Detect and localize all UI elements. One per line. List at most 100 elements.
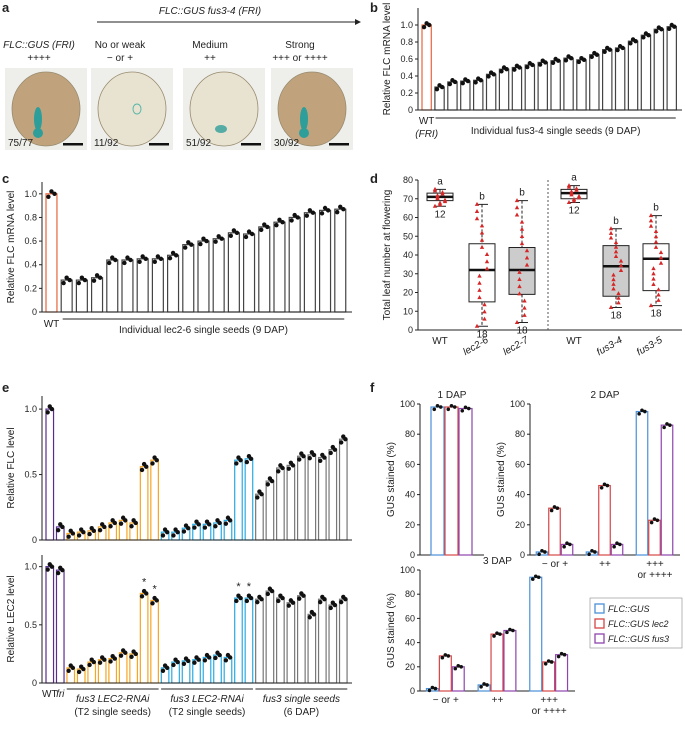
replicate-dot (81, 529, 86, 535)
replicate-dot (446, 654, 451, 658)
bar (303, 212, 316, 313)
replicate-dot (259, 597, 264, 602)
y-tick-label: 20 (405, 520, 415, 530)
y-tick-label: 0 (410, 550, 415, 560)
replicate-dot (641, 35, 646, 40)
y-tick-label: 0 (32, 678, 37, 688)
replicate-dot (213, 239, 218, 244)
data-point (656, 297, 661, 302)
data-point (608, 305, 614, 309)
replicate-dot (594, 52, 600, 57)
data-point (479, 223, 485, 228)
bar (317, 456, 327, 541)
replicate-dot (216, 234, 221, 239)
seed-title: Medium (192, 40, 228, 51)
replicate-dot (107, 260, 112, 266)
data-point (514, 205, 520, 210)
replicate-dot (143, 256, 148, 262)
replicate-dot (238, 457, 243, 463)
data-point (477, 287, 482, 292)
wt-label: WT (44, 319, 60, 330)
replicate-dot (262, 222, 267, 227)
data-point (519, 233, 525, 238)
replicate-dot (227, 655, 233, 660)
replicate-dot (430, 685, 435, 690)
y-tick-label: 0 (32, 535, 37, 545)
replicate-dot (590, 548, 594, 553)
replicate-dot (139, 467, 145, 473)
replicate-dot (432, 407, 437, 412)
sig-letter: b (519, 188, 525, 199)
data-point (474, 323, 480, 328)
replicate-dot (297, 457, 302, 462)
replicate-dot (318, 599, 323, 605)
replicate-dot (97, 275, 103, 280)
y-tick-label: 0.2 (400, 88, 413, 98)
replicate-dot (276, 469, 281, 474)
panel-d: d 0 10 20 30 40 50 60 70 80 Total leaf number at … (370, 171, 682, 358)
data-point (611, 272, 616, 277)
replicate-dot (198, 241, 203, 247)
data-point (484, 266, 490, 271)
data-point (618, 263, 624, 268)
bar (150, 599, 159, 684)
replicate-dot (46, 194, 51, 199)
y-tick-label: 0.4 (24, 260, 37, 270)
bar (182, 244, 195, 313)
replicate-dot (540, 548, 544, 553)
seed-count: 11/92 (94, 138, 119, 149)
panel-a: a FLC::GUS fus3-4 (FRI) FLC::GUS (FRI)++… (2, 0, 361, 150)
data-point (442, 199, 448, 204)
replicate-dot (55, 527, 61, 533)
replicate-dot (492, 634, 496, 638)
replicate-dot (607, 47, 613, 52)
bar (524, 64, 536, 111)
data-point (608, 230, 614, 235)
replicate-dot (269, 478, 275, 484)
replicate-dot (559, 651, 564, 656)
y-axis-label: GUS stained (%) (386, 442, 397, 517)
y-tick-label: 0.6 (24, 236, 37, 246)
replicate-dot (654, 29, 659, 34)
replicate-dot (297, 596, 302, 601)
replicate-dot (307, 615, 312, 620)
replicate-dot (505, 630, 509, 635)
replicate-dot (427, 688, 432, 693)
replicate-dot (244, 459, 250, 465)
replicate-dot (67, 277, 72, 283)
replicate-dot (154, 457, 159, 463)
replicate-dot (45, 567, 50, 572)
data-point (616, 291, 621, 296)
sig-letter: b (479, 191, 485, 202)
data-point (653, 244, 659, 249)
subplot-title: 2 DAP (591, 390, 620, 401)
data-point (432, 188, 438, 193)
replicate-dot (341, 206, 346, 212)
bar (334, 208, 347, 313)
x-tick-label: − or + (542, 559, 568, 570)
data-point (658, 260, 664, 265)
bar (90, 277, 104, 313)
bar (460, 80, 471, 111)
replicate-dot (286, 603, 291, 608)
replicate-dot (185, 658, 191, 664)
bar (648, 519, 661, 556)
replicate-dot (61, 280, 66, 286)
replicate-dot (112, 520, 117, 526)
bar (45, 566, 55, 684)
replicate-dot (640, 408, 644, 413)
replicate-dot (133, 520, 138, 526)
replicate-dot (562, 544, 566, 549)
data-point (613, 240, 619, 245)
y-tick-label: 40 (515, 490, 525, 500)
replicate-dot (81, 666, 86, 672)
replicate-dot (49, 564, 55, 569)
n-label: 18 (516, 326, 528, 337)
bar (234, 597, 243, 684)
replicate-dot (175, 659, 180, 665)
replicate-dot (666, 26, 672, 32)
y-tick-label: 100 (510, 399, 525, 409)
replicate-dot (563, 58, 569, 63)
bar (296, 595, 306, 684)
panel-e: e 0 0.5 1.0 Relative FLC level 0 0.5 1.0 Relati… (2, 380, 352, 718)
